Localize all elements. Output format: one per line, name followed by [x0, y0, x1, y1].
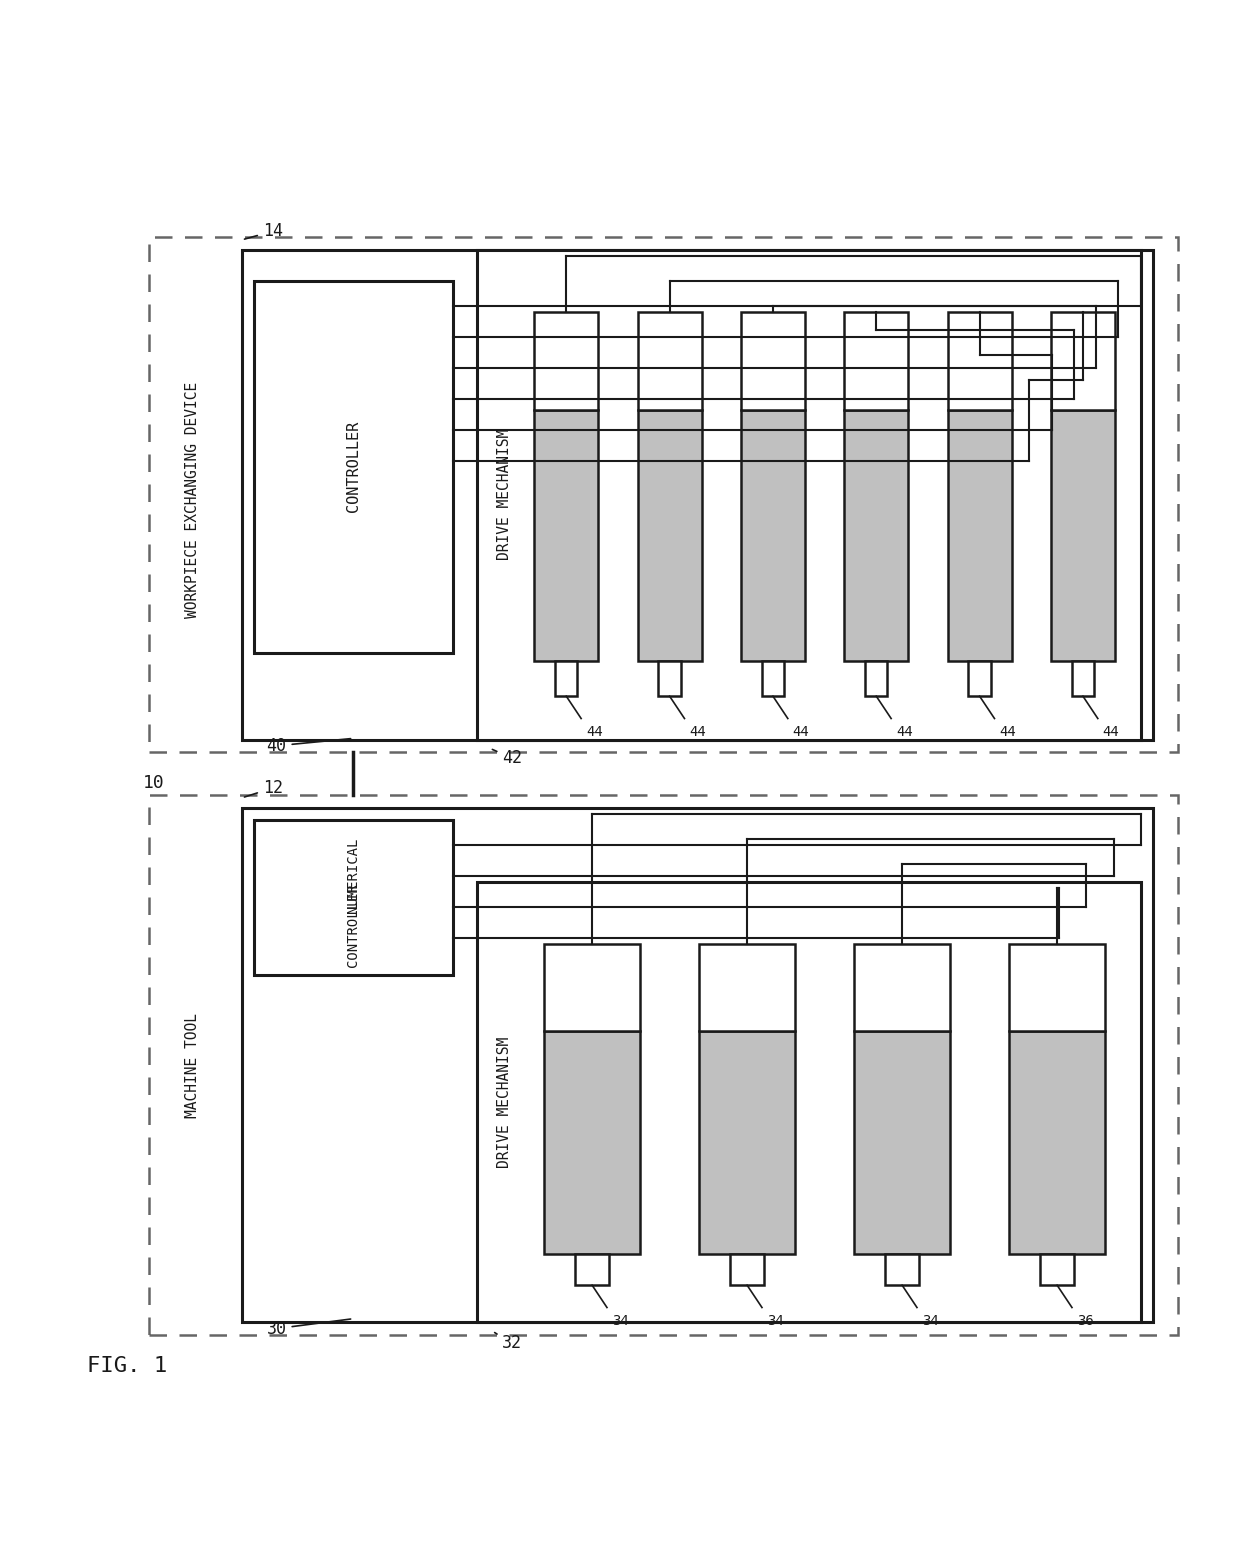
Bar — [658, 661, 681, 697]
Bar — [149, 238, 1178, 752]
Bar — [1071, 661, 1094, 697]
Bar — [242, 251, 1153, 739]
Bar — [544, 944, 640, 1030]
Text: 10: 10 — [143, 774, 165, 792]
Bar — [844, 410, 908, 661]
Text: 44: 44 — [1102, 725, 1120, 739]
Text: CONTROLLER: CONTROLLER — [346, 421, 361, 512]
Text: 36: 36 — [1076, 1314, 1094, 1328]
Bar — [637, 410, 702, 661]
Bar — [477, 882, 1141, 1322]
Text: MACHINE TOOL: MACHINE TOOL — [185, 1013, 200, 1118]
Bar — [699, 944, 795, 1030]
Text: NUMERICAL: NUMERICAL — [346, 838, 361, 913]
Bar — [544, 1030, 640, 1254]
Text: 44: 44 — [587, 725, 603, 739]
Bar — [242, 808, 1153, 1322]
Text: FIG. 1: FIG. 1 — [87, 1356, 167, 1375]
Text: 14: 14 — [244, 222, 283, 240]
Text: DRIVE MECHANISM: DRIVE MECHANISM — [497, 429, 512, 561]
Text: 40: 40 — [267, 736, 351, 755]
Bar — [740, 410, 805, 661]
Bar — [866, 661, 888, 697]
Bar — [1050, 410, 1115, 661]
Text: 34: 34 — [923, 1314, 939, 1328]
Bar — [254, 821, 453, 976]
Text: 34: 34 — [766, 1314, 784, 1328]
Bar — [968, 661, 991, 697]
Bar — [254, 280, 453, 653]
Text: WORKPIECE EXCHANGING DEVICE: WORKPIECE EXCHANGING DEVICE — [185, 382, 200, 619]
Bar — [1009, 1030, 1105, 1254]
Bar — [761, 661, 784, 697]
Text: DRIVE MECHANISM: DRIVE MECHANISM — [497, 1037, 512, 1168]
Text: 34: 34 — [611, 1314, 629, 1328]
Text: 30: 30 — [267, 1319, 351, 1337]
Bar — [699, 1030, 795, 1254]
Text: 42: 42 — [492, 749, 522, 767]
Bar — [556, 661, 578, 697]
Text: 44: 44 — [792, 725, 810, 739]
Bar — [1009, 944, 1105, 1030]
Bar — [149, 796, 1178, 1334]
Bar — [534, 312, 599, 410]
Bar — [947, 312, 1012, 410]
Bar — [854, 944, 950, 1030]
Text: 44: 44 — [897, 725, 913, 739]
Bar — [854, 1030, 950, 1254]
Bar — [1040, 1254, 1074, 1286]
Bar — [885, 1254, 919, 1286]
Bar — [740, 312, 805, 410]
Bar — [477, 251, 1141, 739]
Text: 44: 44 — [999, 725, 1017, 739]
Bar — [637, 312, 702, 410]
Text: 12: 12 — [244, 778, 283, 797]
Text: 32: 32 — [495, 1333, 522, 1353]
Bar — [1050, 312, 1115, 410]
Bar — [947, 410, 1012, 661]
Bar — [730, 1254, 764, 1286]
Bar — [575, 1254, 609, 1286]
Text: 44: 44 — [689, 725, 707, 739]
Bar — [844, 312, 908, 410]
Bar — [534, 410, 599, 661]
Text: CONTROLLER: CONTROLLER — [346, 883, 361, 966]
